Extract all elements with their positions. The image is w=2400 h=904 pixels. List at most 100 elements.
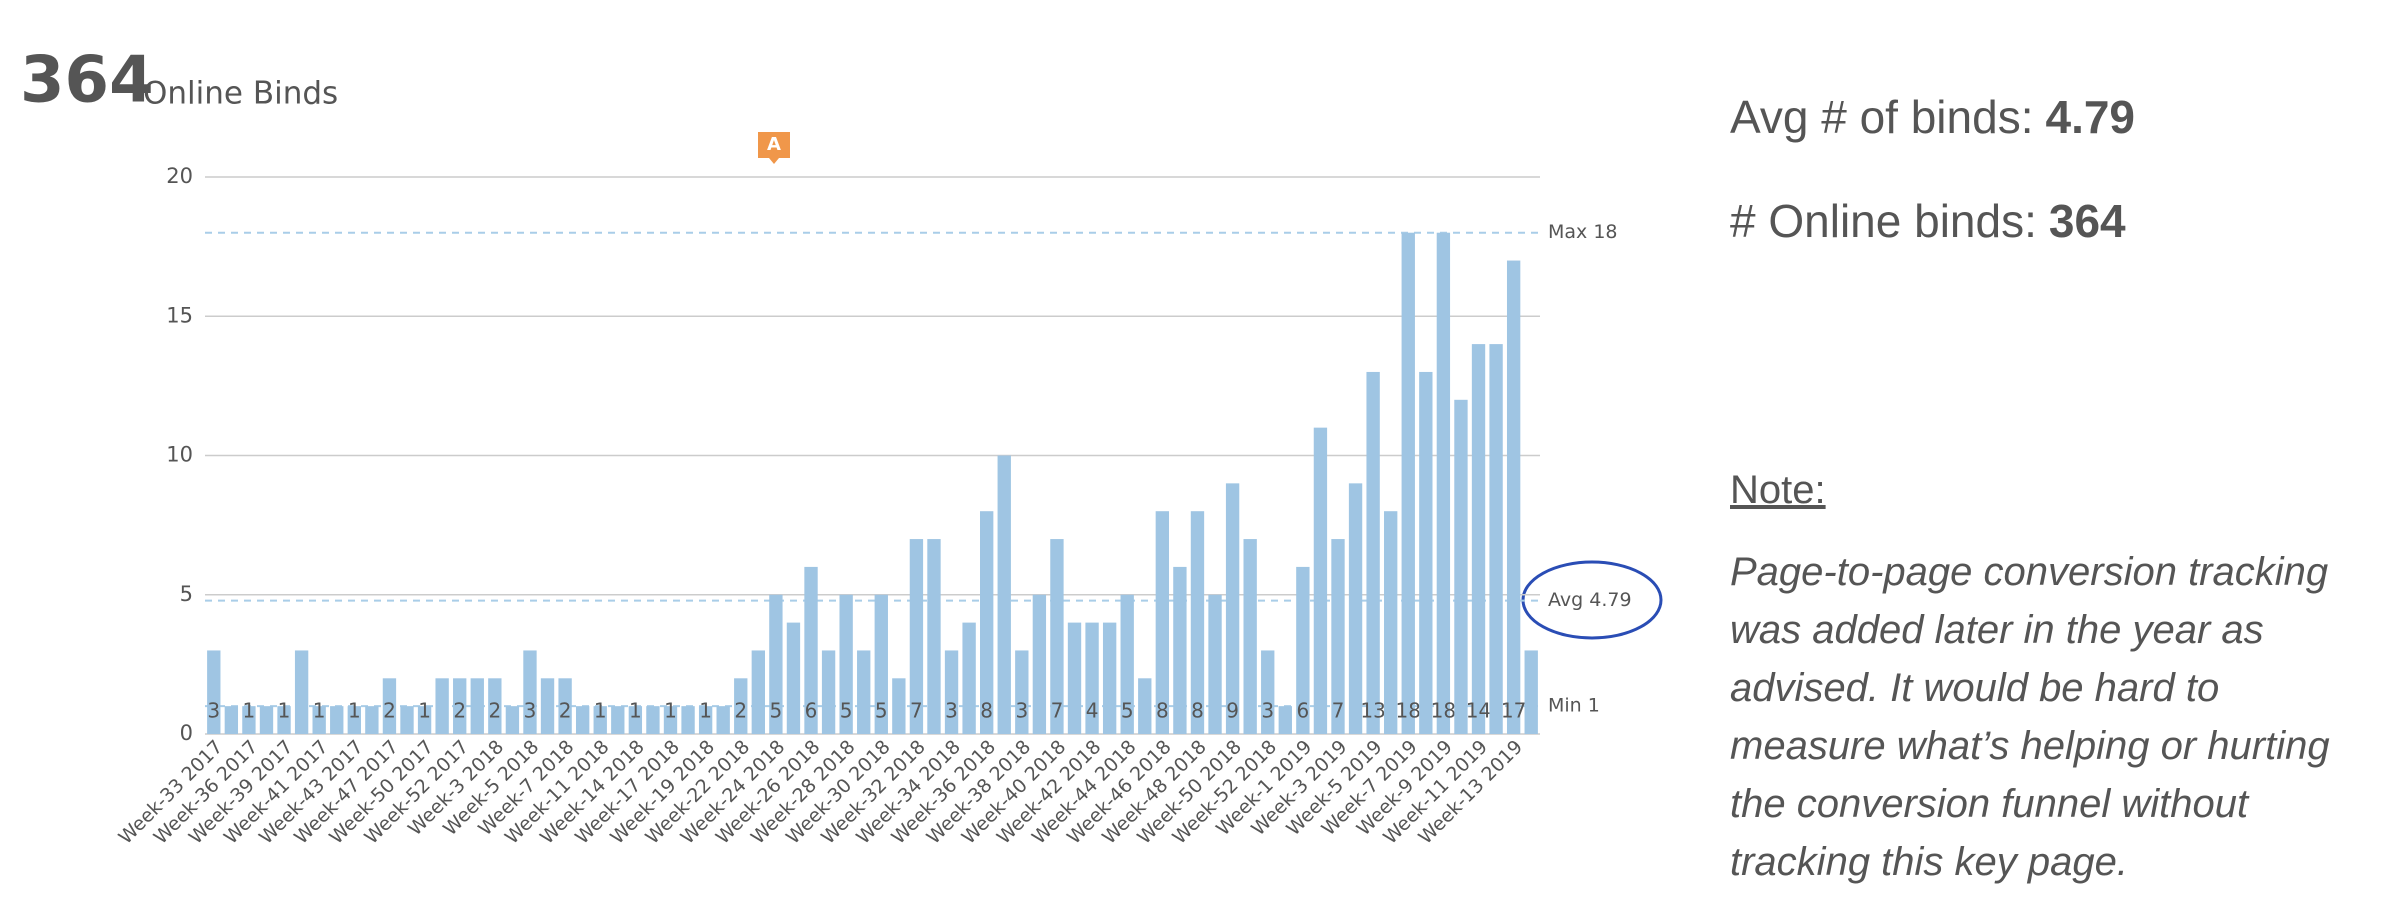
- y-tick-label: 5: [180, 582, 193, 606]
- bar: [1050, 539, 1064, 734]
- bar: [821, 650, 836, 734]
- bar: [1261, 650, 1275, 734]
- bar: [1243, 539, 1257, 734]
- reference-label: Avg 4.79: [1548, 589, 1632, 611]
- bar: [1524, 650, 1538, 734]
- bar: [962, 622, 976, 734]
- data-label: 7: [1051, 699, 1064, 723]
- bar: [1173, 566, 1187, 734]
- data-label: 8: [1156, 699, 1169, 723]
- bar: [488, 678, 502, 734]
- avg-stat: Avg # of binds: 4.79: [1730, 90, 2370, 194]
- bar: [224, 706, 239, 734]
- bar: [1331, 539, 1345, 734]
- y-tick-label: 10: [166, 443, 193, 467]
- total: 364: [20, 44, 154, 118]
- bar: [786, 622, 801, 734]
- bar: [1015, 650, 1029, 734]
- data-label: 7: [910, 699, 923, 723]
- data-label: 3: [207, 699, 220, 723]
- bar: [1155, 511, 1170, 734]
- bar: [857, 650, 871, 734]
- bar: [716, 706, 730, 734]
- data-label: 9: [1226, 699, 1239, 723]
- bar: [646, 706, 660, 734]
- total-stat-label: # Online binds:: [1730, 195, 2037, 247]
- total-label: Online Binds: [143, 76, 338, 112]
- bar: [1313, 427, 1328, 734]
- bar: [1120, 594, 1134, 734]
- bar: [1032, 594, 1047, 734]
- bar: [400, 706, 414, 734]
- data-label: 1: [348, 699, 361, 723]
- bar: [1208, 594, 1222, 734]
- bar: [365, 706, 379, 734]
- data-label: 6: [1296, 699, 1309, 723]
- data-label: 1: [278, 699, 291, 723]
- bar: [663, 706, 678, 734]
- data-label: 2: [734, 699, 747, 723]
- bar: [330, 706, 344, 734]
- bar: [892, 678, 906, 734]
- data-label: 1: [418, 699, 431, 723]
- note-heading: Note:: [1730, 468, 1826, 512]
- data-label: 18: [1431, 699, 1456, 723]
- bar: [575, 706, 590, 734]
- bar: [505, 706, 520, 734]
- data-label: 1: [664, 699, 677, 723]
- data-label: 5: [875, 699, 888, 723]
- bar: [417, 706, 432, 734]
- bar: [681, 706, 695, 734]
- bar: [1419, 371, 1433, 734]
- bar: [470, 678, 484, 734]
- bar: [1102, 622, 1117, 734]
- bar: [980, 511, 994, 734]
- data-label: 7: [1332, 699, 1345, 723]
- avg-value: 4.79: [2045, 91, 2136, 143]
- bar: [1348, 483, 1363, 734]
- bar: [259, 706, 274, 734]
- bar: [435, 678, 449, 734]
- data-label: 2: [453, 699, 466, 723]
- bar: [1489, 344, 1503, 734]
- bar: [1278, 706, 1292, 734]
- bar: [698, 706, 713, 734]
- data-label: 3: [945, 699, 958, 723]
- bar: [277, 706, 291, 734]
- bar: [382, 678, 397, 734]
- data-label: 8: [980, 699, 993, 723]
- data-label: 2: [383, 699, 396, 723]
- data-label: 8: [1191, 699, 1204, 723]
- annotation-marker: [758, 132, 790, 164]
- data-label: 17: [1501, 699, 1526, 723]
- data-label: 1: [243, 699, 256, 723]
- bar: [312, 706, 326, 734]
- bar: [347, 706, 361, 734]
- bar: [611, 706, 625, 734]
- annotation-label: A: [767, 134, 781, 155]
- bar: [523, 650, 537, 734]
- data-label: 5: [770, 699, 783, 723]
- data-label: 1: [629, 699, 642, 723]
- y-tick-label: 20: [166, 164, 193, 188]
- bar: [839, 594, 853, 734]
- data-label: 5: [1121, 699, 1134, 723]
- data-label: 18: [1396, 699, 1421, 723]
- bar: [628, 706, 643, 734]
- bar: [207, 650, 221, 734]
- bar: [1506, 260, 1521, 734]
- bar: [1225, 483, 1240, 734]
- bar: [540, 678, 555, 734]
- bar: [944, 650, 959, 734]
- bar: [453, 678, 467, 734]
- total-stat-value: 364: [2048, 195, 2126, 247]
- data-label: 13: [1360, 699, 1385, 723]
- summary-panel: Avg # of binds: 4.79 # Online binds: 364 N…: [1730, 90, 2370, 891]
- bar: [1190, 511, 1205, 734]
- bar: [751, 650, 765, 734]
- bar: [593, 706, 607, 734]
- data-label: 1: [594, 699, 607, 723]
- bar: [804, 566, 818, 734]
- bar: [997, 455, 1011, 734]
